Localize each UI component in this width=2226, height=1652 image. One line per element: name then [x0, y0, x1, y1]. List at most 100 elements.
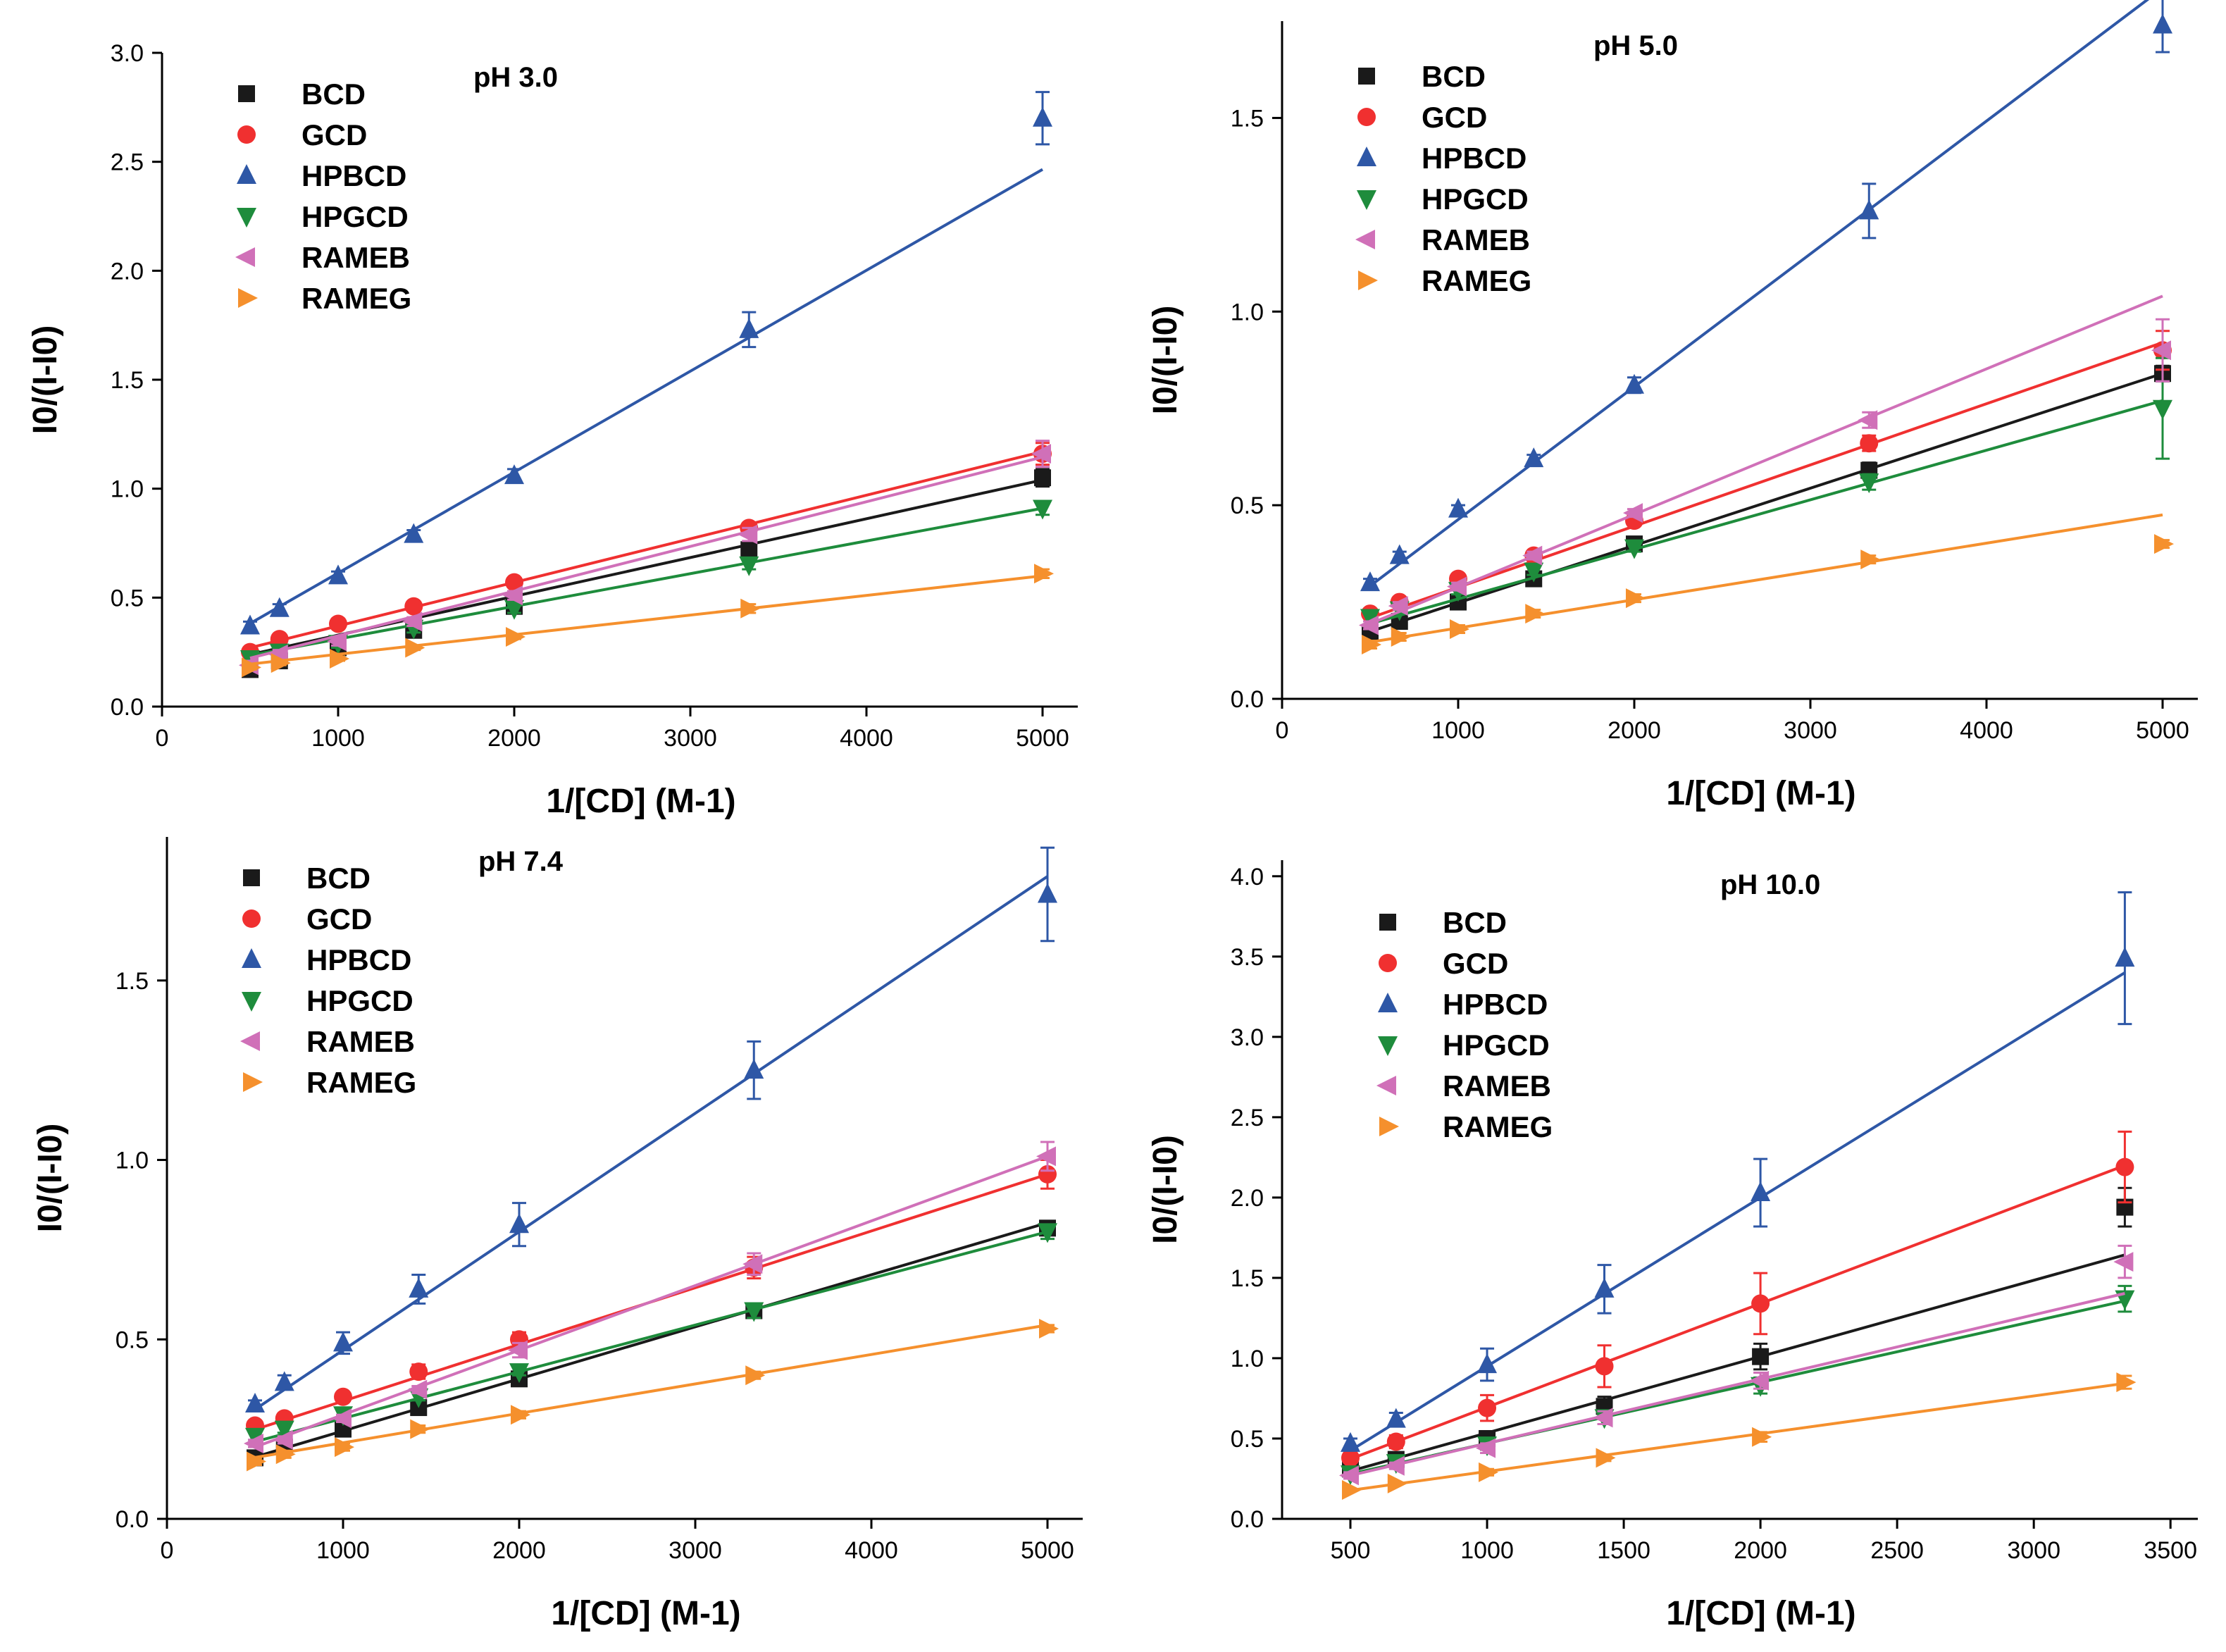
x-tick-label: 5000: [2136, 717, 2189, 744]
fit-line: [254, 1221, 1048, 1459]
data-point: [2153, 399, 2172, 420]
chart-panel: 0 1000 2000 3000 4000 5000 0.0 0.5 1.0 1.5 1/[CD] …: [1147, 0, 2198, 812]
data-point: [1448, 497, 1468, 518]
data-point: [1624, 539, 1644, 559]
legend-label: HPBCD: [1422, 142, 1527, 175]
legend-marker: [240, 1031, 260, 1051]
y-tick-label: 0.0: [111, 694, 144, 721]
y-tick-label: 1.0: [116, 1148, 149, 1174]
data-point: [739, 556, 759, 576]
x-axis-label: 1/[CD] (M-1): [1666, 775, 1855, 812]
data-point: [270, 630, 289, 649]
data-point: [1859, 199, 1879, 220]
chart-title: pH 10.0: [1720, 869, 1820, 900]
data-point: [1388, 596, 1408, 616]
data-point: [328, 564, 348, 585]
data-point: [1522, 545, 1543, 566]
data-point: [409, 1362, 428, 1381]
data-point: [332, 1408, 352, 1429]
legend-marker: [242, 992, 261, 1012]
data-point: [1478, 1398, 1497, 1417]
data-point: [1387, 1473, 1407, 1493]
data-point: [509, 1213, 529, 1234]
y-axis-label: I0/(I-I0): [1147, 1135, 1184, 1244]
legend-marker: [1379, 914, 1396, 931]
legend-label: BCD: [1443, 906, 1507, 939]
legend-label: BCD: [1422, 60, 1486, 93]
x-tick-label: 0: [1276, 717, 1289, 744]
x-tick-label: 3000: [664, 725, 717, 752]
fit-line: [1369, 341, 2163, 619]
x-tick-label: 3000: [1784, 717, 1837, 744]
legend-label: GCD: [1422, 101, 1487, 134]
data-point: [1751, 1294, 1770, 1313]
chart-title: pH 7.4: [478, 846, 564, 877]
data-point: [1036, 1146, 1056, 1167]
legend-label: RAMEB: [1422, 223, 1530, 256]
y-tick-label: 3.5: [1231, 944, 1264, 971]
data-point: [1624, 373, 1644, 394]
data-point: [245, 1427, 265, 1448]
y-axis-label: I0/(I-I0): [1147, 306, 1184, 415]
data-point: [2113, 1252, 2134, 1272]
data-point: [269, 597, 290, 617]
data-point: [511, 1405, 530, 1425]
data-point: [275, 1444, 296, 1465]
data-point: [2153, 13, 2172, 34]
data-point: [508, 1340, 528, 1360]
legend-label: BCD: [306, 862, 371, 895]
fit-line: [1369, 372, 2163, 633]
legend-label: HPGCD: [1443, 1029, 1550, 1062]
chart-panel: 500 1000 1500 2000 2500 3000 3500 0.0 0.5 1.0 1.5 2…: [1147, 860, 2198, 1632]
legend-label: RAMEB: [1443, 1069, 1551, 1103]
legend-marker: [1376, 1076, 1396, 1095]
fit-line: [1369, 294, 2163, 626]
data-point: [274, 1371, 294, 1391]
series-bcd: [242, 468, 1051, 678]
series-rameg: [242, 564, 1054, 678]
series-gcd: [246, 1159, 1057, 1435]
data-point: [1751, 1181, 1771, 1202]
data-point: [505, 573, 523, 592]
y-tick-label: 1.5: [111, 367, 144, 394]
y-tick-label: 3.0: [111, 40, 144, 67]
x-tick-label: 3000: [669, 1537, 722, 1564]
data-point: [744, 1302, 764, 1322]
x-tick-label: 2000: [487, 725, 541, 752]
x-axis-label: 1/[CD] (M-1): [551, 1595, 740, 1632]
legend-marker: [1379, 1117, 1399, 1136]
fit-line: [249, 507, 1043, 657]
y-tick-label: 1.5: [1231, 1265, 1264, 1292]
data-point: [1860, 434, 1879, 453]
legend-label: GCD: [306, 902, 372, 936]
x-tick-label: 3500: [2144, 1537, 2197, 1564]
data-point: [1479, 1462, 1499, 1482]
data-point: [1033, 499, 1052, 520]
series-rameg: [1342, 1372, 2137, 1500]
legend-marker: [1378, 993, 1398, 1012]
fit-line: [249, 168, 1043, 625]
x-tick-label: 2500: [1870, 1537, 1924, 1564]
data-point: [404, 597, 423, 616]
y-axis-label: I0/(I-I0): [27, 325, 64, 435]
legend-label: RAMEG: [1443, 1110, 1553, 1143]
data-point: [1859, 473, 1879, 494]
data-point: [1525, 604, 1546, 624]
data-point: [274, 1420, 294, 1441]
x-axis-label: 1/[CD] (M-1): [1666, 1595, 1855, 1632]
data-point: [1386, 1408, 1406, 1428]
x-tick-label: 5000: [1021, 1537, 1074, 1564]
data-point: [1749, 1370, 1770, 1391]
x-tick-label: 4000: [845, 1537, 898, 1564]
data-point: [1752, 1348, 1770, 1365]
fit-line: [1350, 1292, 2125, 1477]
data-point: [739, 318, 759, 338]
data-point: [1386, 1432, 1405, 1451]
fit-line: [1350, 1381, 2125, 1492]
data-point: [329, 614, 347, 633]
data-point: [1477, 1353, 1498, 1374]
legend-marker: [238, 288, 258, 308]
fit-line: [1369, 0, 2150, 588]
data-point: [504, 464, 524, 485]
